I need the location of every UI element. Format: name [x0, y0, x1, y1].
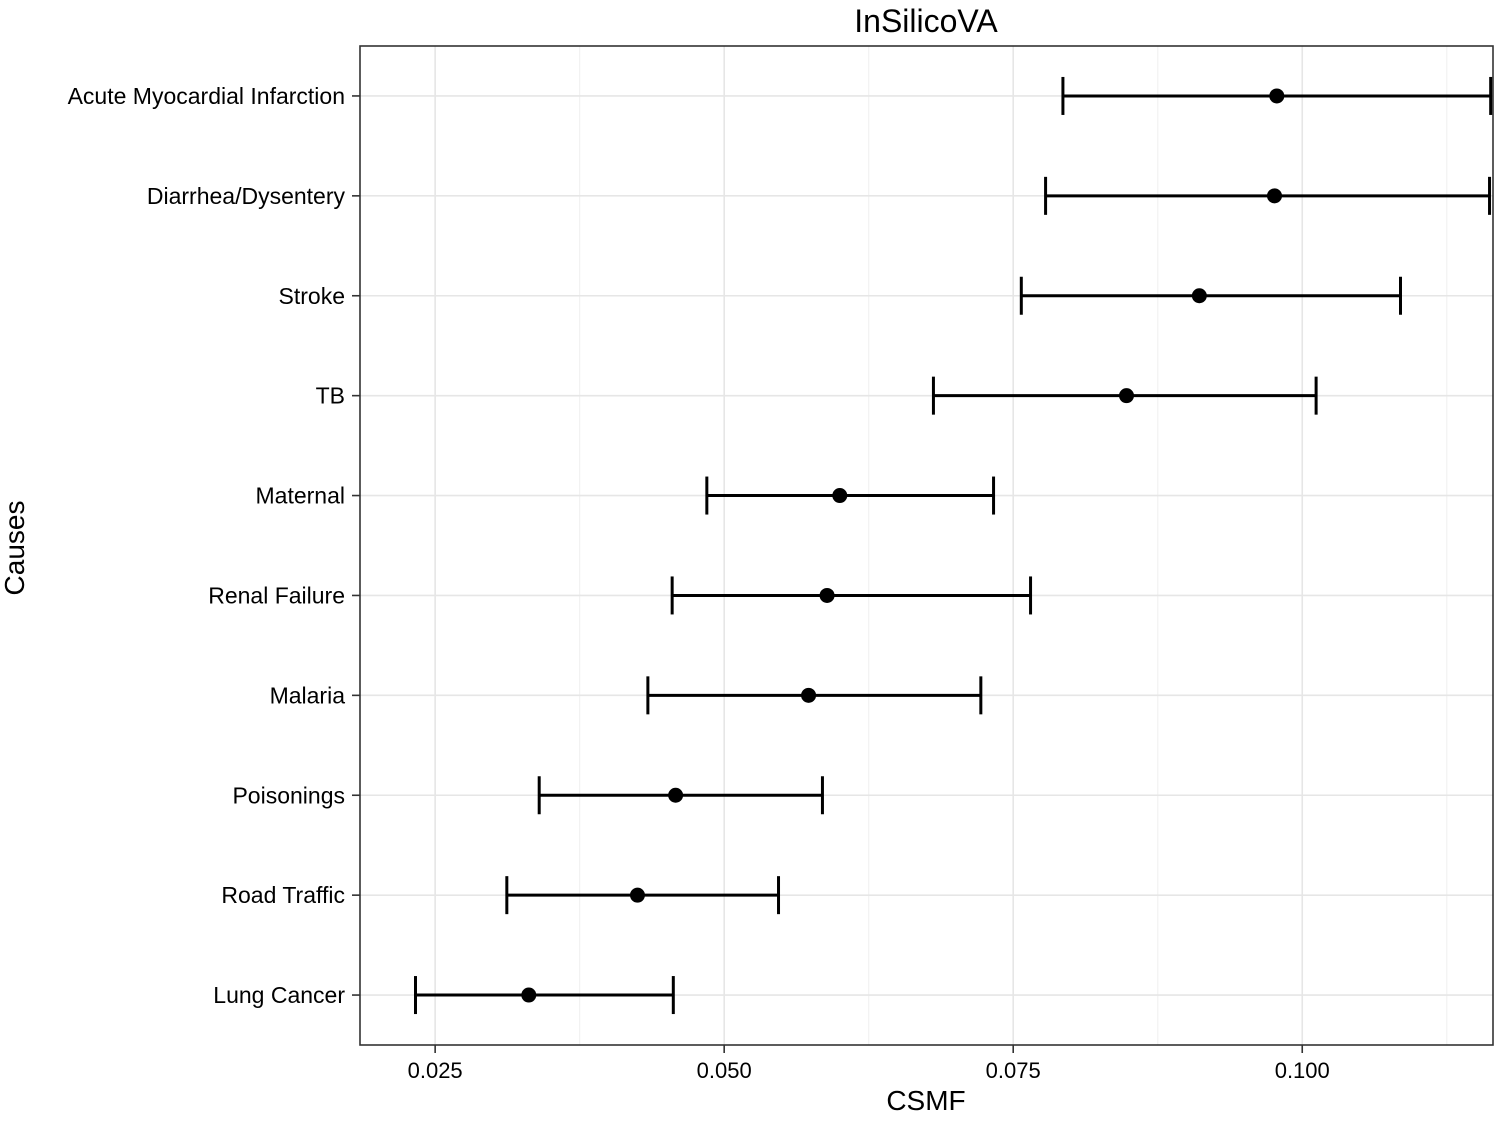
chart-title: InSilicoVA: [854, 3, 998, 39]
y-tick-label: Acute Myocardial Infarction: [68, 83, 345, 109]
data-point: [1191, 288, 1207, 304]
plot-panel: 0.025 0.050 0.075 0.100 Acute Myocardial Inf…: [68, 45, 1494, 1083]
plot-frame: [359, 45, 1494, 1046]
data-point: [1266, 188, 1282, 204]
x-tick-label: 0.050: [697, 1058, 752, 1083]
y-axis-label: Causes: [0, 501, 30, 596]
y-tick-label: TB: [316, 383, 345, 409]
data-point: [668, 787, 684, 803]
y-tick-label: Maternal: [256, 483, 345, 509]
x-tick-label: 0.025: [408, 1058, 463, 1083]
y-tick-label: Diarrhea/Dysentery: [147, 183, 346, 209]
data-point: [832, 488, 848, 504]
y-tick-label: Malaria: [270, 682, 346, 708]
x-axis-label: CSMF: [886, 1085, 965, 1116]
data-point: [801, 687, 817, 703]
y-tick-label: Road Traffic: [221, 882, 345, 908]
y-tick-label: Stroke: [279, 283, 345, 309]
y-tick-label: Lung Cancer: [213, 982, 345, 1008]
plot-background: [360, 46, 1493, 1045]
data-point: [521, 987, 537, 1003]
x-tick-label: 0.100: [1275, 1058, 1330, 1083]
data-point: [629, 887, 645, 903]
data-point: [1119, 388, 1135, 404]
y-tick-label: Poisonings: [232, 782, 345, 808]
y-tick-label: Renal Failure: [208, 582, 345, 608]
x-tick-label: 0.075: [986, 1058, 1041, 1083]
data-point: [819, 587, 835, 603]
data-point: [1269, 88, 1285, 104]
